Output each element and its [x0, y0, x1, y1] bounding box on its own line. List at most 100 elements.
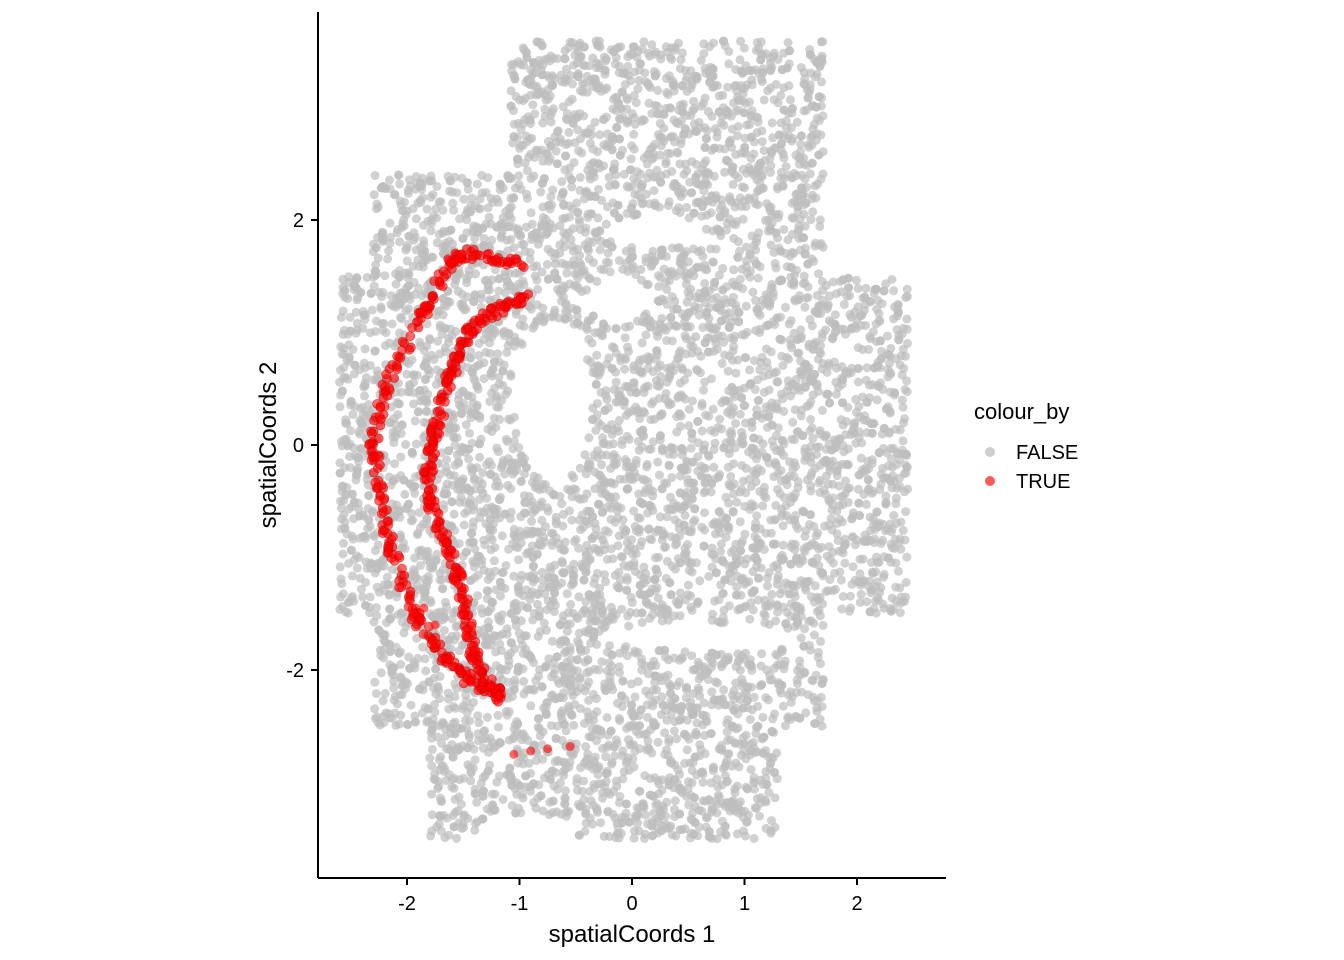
point-false — [784, 81, 794, 91]
point-false — [660, 749, 670, 759]
point-false — [570, 537, 579, 547]
point-false — [753, 273, 763, 283]
point-false — [496, 646, 506, 656]
point-false — [591, 426, 601, 435]
point-false — [872, 395, 882, 405]
point-false — [573, 636, 583, 646]
point-false — [819, 485, 829, 495]
point-false — [380, 271, 390, 281]
point-false — [459, 194, 469, 204]
point-false — [733, 92, 742, 102]
point-false — [518, 759, 528, 769]
point-false — [640, 488, 650, 498]
point-false — [547, 636, 557, 646]
point-false — [767, 283, 777, 293]
point-false — [789, 213, 798, 223]
point-false — [717, 358, 727, 368]
point-false — [548, 808, 558, 818]
point-false — [617, 751, 627, 761]
point-false — [495, 771, 504, 781]
point-false — [735, 55, 745, 65]
point-false — [796, 325, 806, 335]
point-false — [393, 699, 402, 709]
point-false — [514, 180, 524, 189]
point-false — [606, 544, 616, 554]
point-false — [674, 409, 684, 419]
point-false — [746, 154, 756, 163]
point-false — [901, 578, 911, 587]
point-false — [757, 137, 767, 147]
point-false — [759, 95, 769, 105]
point-false — [557, 177, 567, 187]
point-false — [612, 459, 622, 468]
point-false — [556, 544, 566, 554]
point-false — [618, 264, 628, 274]
point-false — [728, 506, 738, 516]
point-false — [746, 598, 756, 608]
point-false — [664, 400, 674, 410]
point-false — [550, 757, 560, 767]
point-false — [474, 351, 484, 360]
point-false — [337, 482, 347, 492]
point-false — [688, 517, 698, 527]
point-false — [531, 145, 541, 155]
point-false — [386, 232, 395, 242]
point-false — [814, 647, 823, 657]
point-false — [818, 37, 828, 47]
point-false — [473, 570, 483, 580]
point-false — [732, 582, 742, 592]
point-false — [601, 386, 611, 396]
point-false — [617, 701, 627, 711]
point-false — [782, 480, 792, 490]
point-false — [700, 264, 710, 274]
point-false — [735, 409, 745, 419]
point-false — [843, 484, 852, 494]
point-false — [470, 755, 480, 765]
point-false — [785, 471, 794, 481]
point-false — [763, 581, 772, 591]
point-false — [699, 488, 709, 498]
point-false — [745, 715, 755, 724]
point-false — [438, 205, 448, 215]
point-false — [448, 198, 458, 208]
point-false — [648, 685, 658, 695]
point-false — [639, 115, 649, 125]
point-false — [881, 279, 891, 289]
point-false — [724, 449, 734, 459]
point-false — [779, 664, 789, 674]
point-false — [753, 701, 763, 711]
point-false — [815, 215, 825, 225]
point-false — [431, 204, 441, 214]
point-false — [677, 443, 687, 453]
point-false — [514, 555, 524, 565]
point-false — [783, 713, 793, 723]
point-false — [739, 401, 749, 411]
point-false — [620, 455, 630, 464]
point-false — [620, 80, 630, 90]
point-false — [902, 314, 912, 324]
point-false — [449, 205, 459, 215]
point-false — [462, 278, 472, 288]
point-false — [637, 618, 647, 627]
point-false — [655, 411, 665, 421]
point-false — [351, 307, 361, 317]
point-false — [849, 429, 859, 438]
point-false — [725, 194, 735, 204]
point-false — [590, 328, 600, 338]
point-false — [426, 226, 436, 236]
point-false — [640, 771, 650, 781]
point-false — [371, 689, 381, 699]
point-false — [806, 441, 816, 451]
point-false — [729, 265, 739, 275]
point-false — [655, 118, 665, 128]
point-false — [608, 342, 617, 352]
point-false — [770, 793, 780, 803]
point-false — [396, 428, 406, 438]
point-false — [584, 61, 594, 71]
point-false — [516, 616, 526, 626]
point-false — [581, 742, 591, 752]
point-false — [821, 325, 831, 335]
point-false — [400, 489, 410, 499]
point-false — [575, 172, 585, 182]
